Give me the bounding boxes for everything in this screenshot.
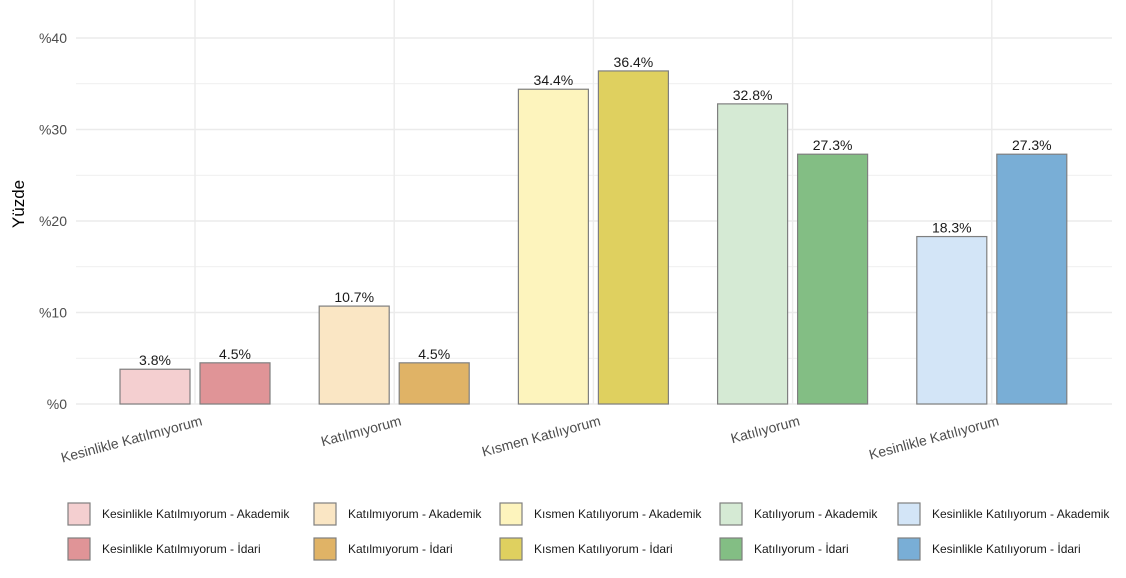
legend-label: Katılmıyorum - Akademik bbox=[348, 507, 482, 521]
legend-label: Kesinlikle Katılıyorum - İdari bbox=[932, 542, 1081, 556]
bar bbox=[517, 88, 590, 405]
legend-label: Katılmıyorum - İdari bbox=[348, 542, 453, 556]
y-tick-label: %10 bbox=[39, 305, 67, 321]
x-tick-label: Katılmıyorum bbox=[319, 412, 403, 449]
bar bbox=[398, 362, 470, 405]
legend-swatch bbox=[67, 502, 91, 526]
legend-item: Katılıyorum - Akademik bbox=[719, 502, 878, 526]
data-label: 10.7% bbox=[334, 289, 374, 305]
grid bbox=[76, 0, 1112, 405]
data-label: 4.5% bbox=[219, 346, 251, 362]
data-label: 27.3% bbox=[813, 137, 853, 153]
data-label: 36.4% bbox=[614, 54, 654, 70]
legend-item: Kısmen Katılıyorum - Akademik bbox=[499, 502, 702, 526]
legend-swatch bbox=[719, 537, 743, 561]
data-label: 18.3% bbox=[932, 220, 972, 236]
bar bbox=[796, 153, 869, 405]
legend-swatch bbox=[897, 537, 921, 561]
bar bbox=[119, 368, 191, 405]
x-tick-label: Kesinlikle Katılmıyorum bbox=[59, 412, 204, 465]
legend-swatch bbox=[67, 537, 91, 561]
legend-label: Katılıyorum - Akademik bbox=[754, 507, 878, 521]
legend-swatch bbox=[313, 502, 337, 526]
legend-item: Katılmıyorum - İdari bbox=[313, 537, 453, 561]
x-tick-label: Kısmen Katılıyorum bbox=[480, 412, 602, 459]
legend-item: Kesinlikle Katılıyorum - Akademik bbox=[897, 502, 1110, 526]
legend-item: Katılıyorum - İdari bbox=[719, 537, 849, 561]
legend-label: Katılıyorum - İdari bbox=[754, 542, 849, 556]
legend-swatch bbox=[499, 502, 523, 526]
legend-item: Kesinlikle Katılmıyorum - İdari bbox=[67, 537, 261, 561]
legend-swatch bbox=[499, 537, 523, 561]
data-label: 27.3% bbox=[1012, 137, 1052, 153]
bar bbox=[916, 235, 988, 405]
y-tick-label: %40 bbox=[39, 30, 67, 46]
data-label: 32.8% bbox=[733, 87, 773, 103]
x-tick-label: Katılıyorum bbox=[729, 412, 802, 446]
data-label: 3.8% bbox=[139, 352, 171, 368]
bar bbox=[199, 362, 271, 405]
legend: Kesinlikle Katılmıyorum - Akademik Katılm… bbox=[67, 502, 1110, 561]
legend-label: Kesinlikle Katılıyorum - Akademik bbox=[932, 507, 1110, 521]
data-label: 34.4% bbox=[534, 72, 574, 88]
bars bbox=[119, 70, 1068, 405]
y-axis-title: Yüzde bbox=[9, 180, 28, 228]
legend-item: Kısmen Katılıyorum - İdari bbox=[499, 537, 673, 561]
y-tick-label: %30 bbox=[39, 122, 67, 138]
legend-label: Kesinlikle Katılmıyorum - İdari bbox=[102, 542, 261, 556]
legend-label: Kısmen Katılıyorum - Akademik bbox=[534, 507, 702, 521]
y-tick-label: %0 bbox=[47, 396, 67, 412]
x-tick-label: Kesinlikle Katılıyorum bbox=[867, 412, 1000, 462]
legend-item: Katılmıyorum - Akademik bbox=[313, 502, 482, 526]
bar bbox=[716, 103, 789, 405]
bar bbox=[318, 305, 390, 405]
data-label: 4.5% bbox=[418, 346, 450, 362]
data-labels: 3.8% 4.5% 10.7% 4.5% 34.4% 36.4% 32.8% 27.3% 18.… bbox=[139, 54, 1052, 368]
legend-item: Kesinlikle Katılmıyorum - Akademik bbox=[67, 502, 290, 526]
bar bbox=[597, 70, 670, 405]
legend-label: Kısmen Katılıyorum - İdari bbox=[534, 542, 673, 556]
legend-swatch bbox=[313, 537, 337, 561]
y-tick-label: %20 bbox=[39, 213, 67, 229]
legend-item: Kesinlikle Katılıyorum - İdari bbox=[897, 537, 1081, 561]
legend-label: Kesinlikle Katılmıyorum - Akademik bbox=[102, 507, 290, 521]
legend-swatch bbox=[897, 502, 921, 526]
legend-swatch bbox=[719, 502, 743, 526]
bar bbox=[996, 153, 1068, 405]
